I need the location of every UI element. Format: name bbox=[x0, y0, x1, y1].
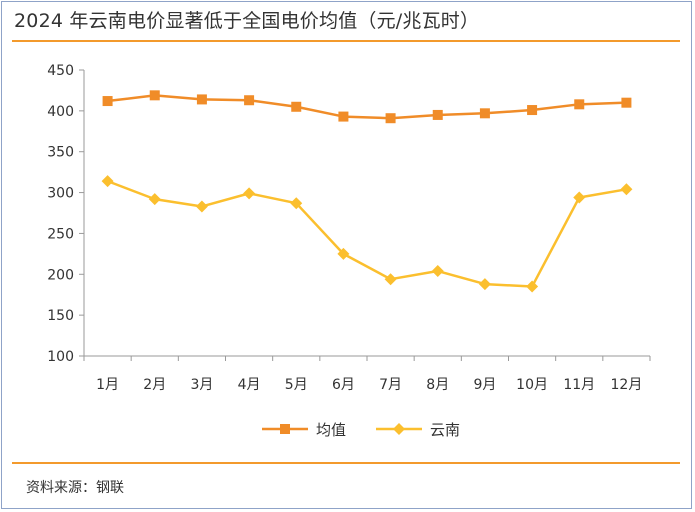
data-point-0 bbox=[149, 90, 160, 101]
data-point-1 bbox=[243, 187, 256, 200]
x-tick-label: 6月 bbox=[332, 377, 355, 393]
data-point-1 bbox=[337, 247, 350, 260]
y-tick-label: 300 bbox=[47, 186, 74, 202]
legend-marker-0 bbox=[280, 424, 290, 434]
data-point-0 bbox=[196, 94, 207, 105]
y-tick-label: 200 bbox=[47, 267, 74, 283]
data-point-1 bbox=[573, 191, 586, 204]
legend-marker-1 bbox=[393, 423, 405, 435]
x-tick-label: 11月 bbox=[563, 377, 595, 393]
chart-title: 2024 年云南电价显著低于全国电价均值（元/兆瓦时） bbox=[14, 10, 480, 32]
y-tick-label: 400 bbox=[47, 104, 74, 120]
y-tick-label: 450 bbox=[47, 63, 74, 79]
x-tick-label: 3月 bbox=[190, 377, 213, 393]
y-tick-label: 350 bbox=[47, 145, 74, 161]
data-point-1 bbox=[148, 193, 161, 206]
x-tick-label: 1月 bbox=[96, 377, 119, 393]
legend-label-0: 均值 bbox=[316, 421, 346, 439]
data-point-0 bbox=[574, 99, 585, 110]
data-point-1 bbox=[101, 175, 114, 188]
data-point-1 bbox=[526, 280, 539, 293]
title-divider bbox=[12, 40, 680, 42]
x-tick-label: 7月 bbox=[379, 377, 402, 393]
data-point-1 bbox=[195, 200, 208, 213]
data-point-0 bbox=[479, 108, 490, 119]
data-point-0 bbox=[621, 97, 632, 108]
data-point-0 bbox=[291, 101, 302, 112]
source-note: 资料来源：钢联 bbox=[26, 480, 124, 496]
data-point-1 bbox=[384, 273, 397, 286]
x-tick-label: 10月 bbox=[516, 377, 548, 393]
y-tick-label: 250 bbox=[47, 226, 74, 242]
x-tick-label: 8月 bbox=[426, 377, 449, 393]
x-tick-label: 12月 bbox=[611, 377, 643, 393]
data-point-0 bbox=[338, 111, 349, 122]
y-tick-label: 150 bbox=[47, 308, 74, 324]
legend-label-1: 云南 bbox=[430, 421, 460, 439]
data-point-0 bbox=[527, 105, 538, 116]
data-point-0 bbox=[102, 96, 113, 107]
data-point-1 bbox=[290, 197, 303, 210]
data-point-0 bbox=[385, 113, 396, 124]
data-point-1 bbox=[431, 265, 444, 278]
source-divider bbox=[12, 462, 680, 464]
series-line-0 bbox=[107, 94, 627, 120]
data-point-0 bbox=[244, 95, 255, 106]
x-tick-label: 2月 bbox=[143, 377, 166, 393]
data-point-0 bbox=[432, 109, 443, 120]
data-point-1 bbox=[620, 183, 633, 196]
x-tick-label: 4月 bbox=[238, 377, 261, 393]
x-tick-label: 9月 bbox=[473, 377, 496, 393]
x-tick-label: 5月 bbox=[285, 377, 308, 393]
series-line-1 bbox=[107, 179, 627, 288]
data-point-1 bbox=[478, 278, 491, 291]
y-tick-label: 100 bbox=[47, 349, 74, 365]
